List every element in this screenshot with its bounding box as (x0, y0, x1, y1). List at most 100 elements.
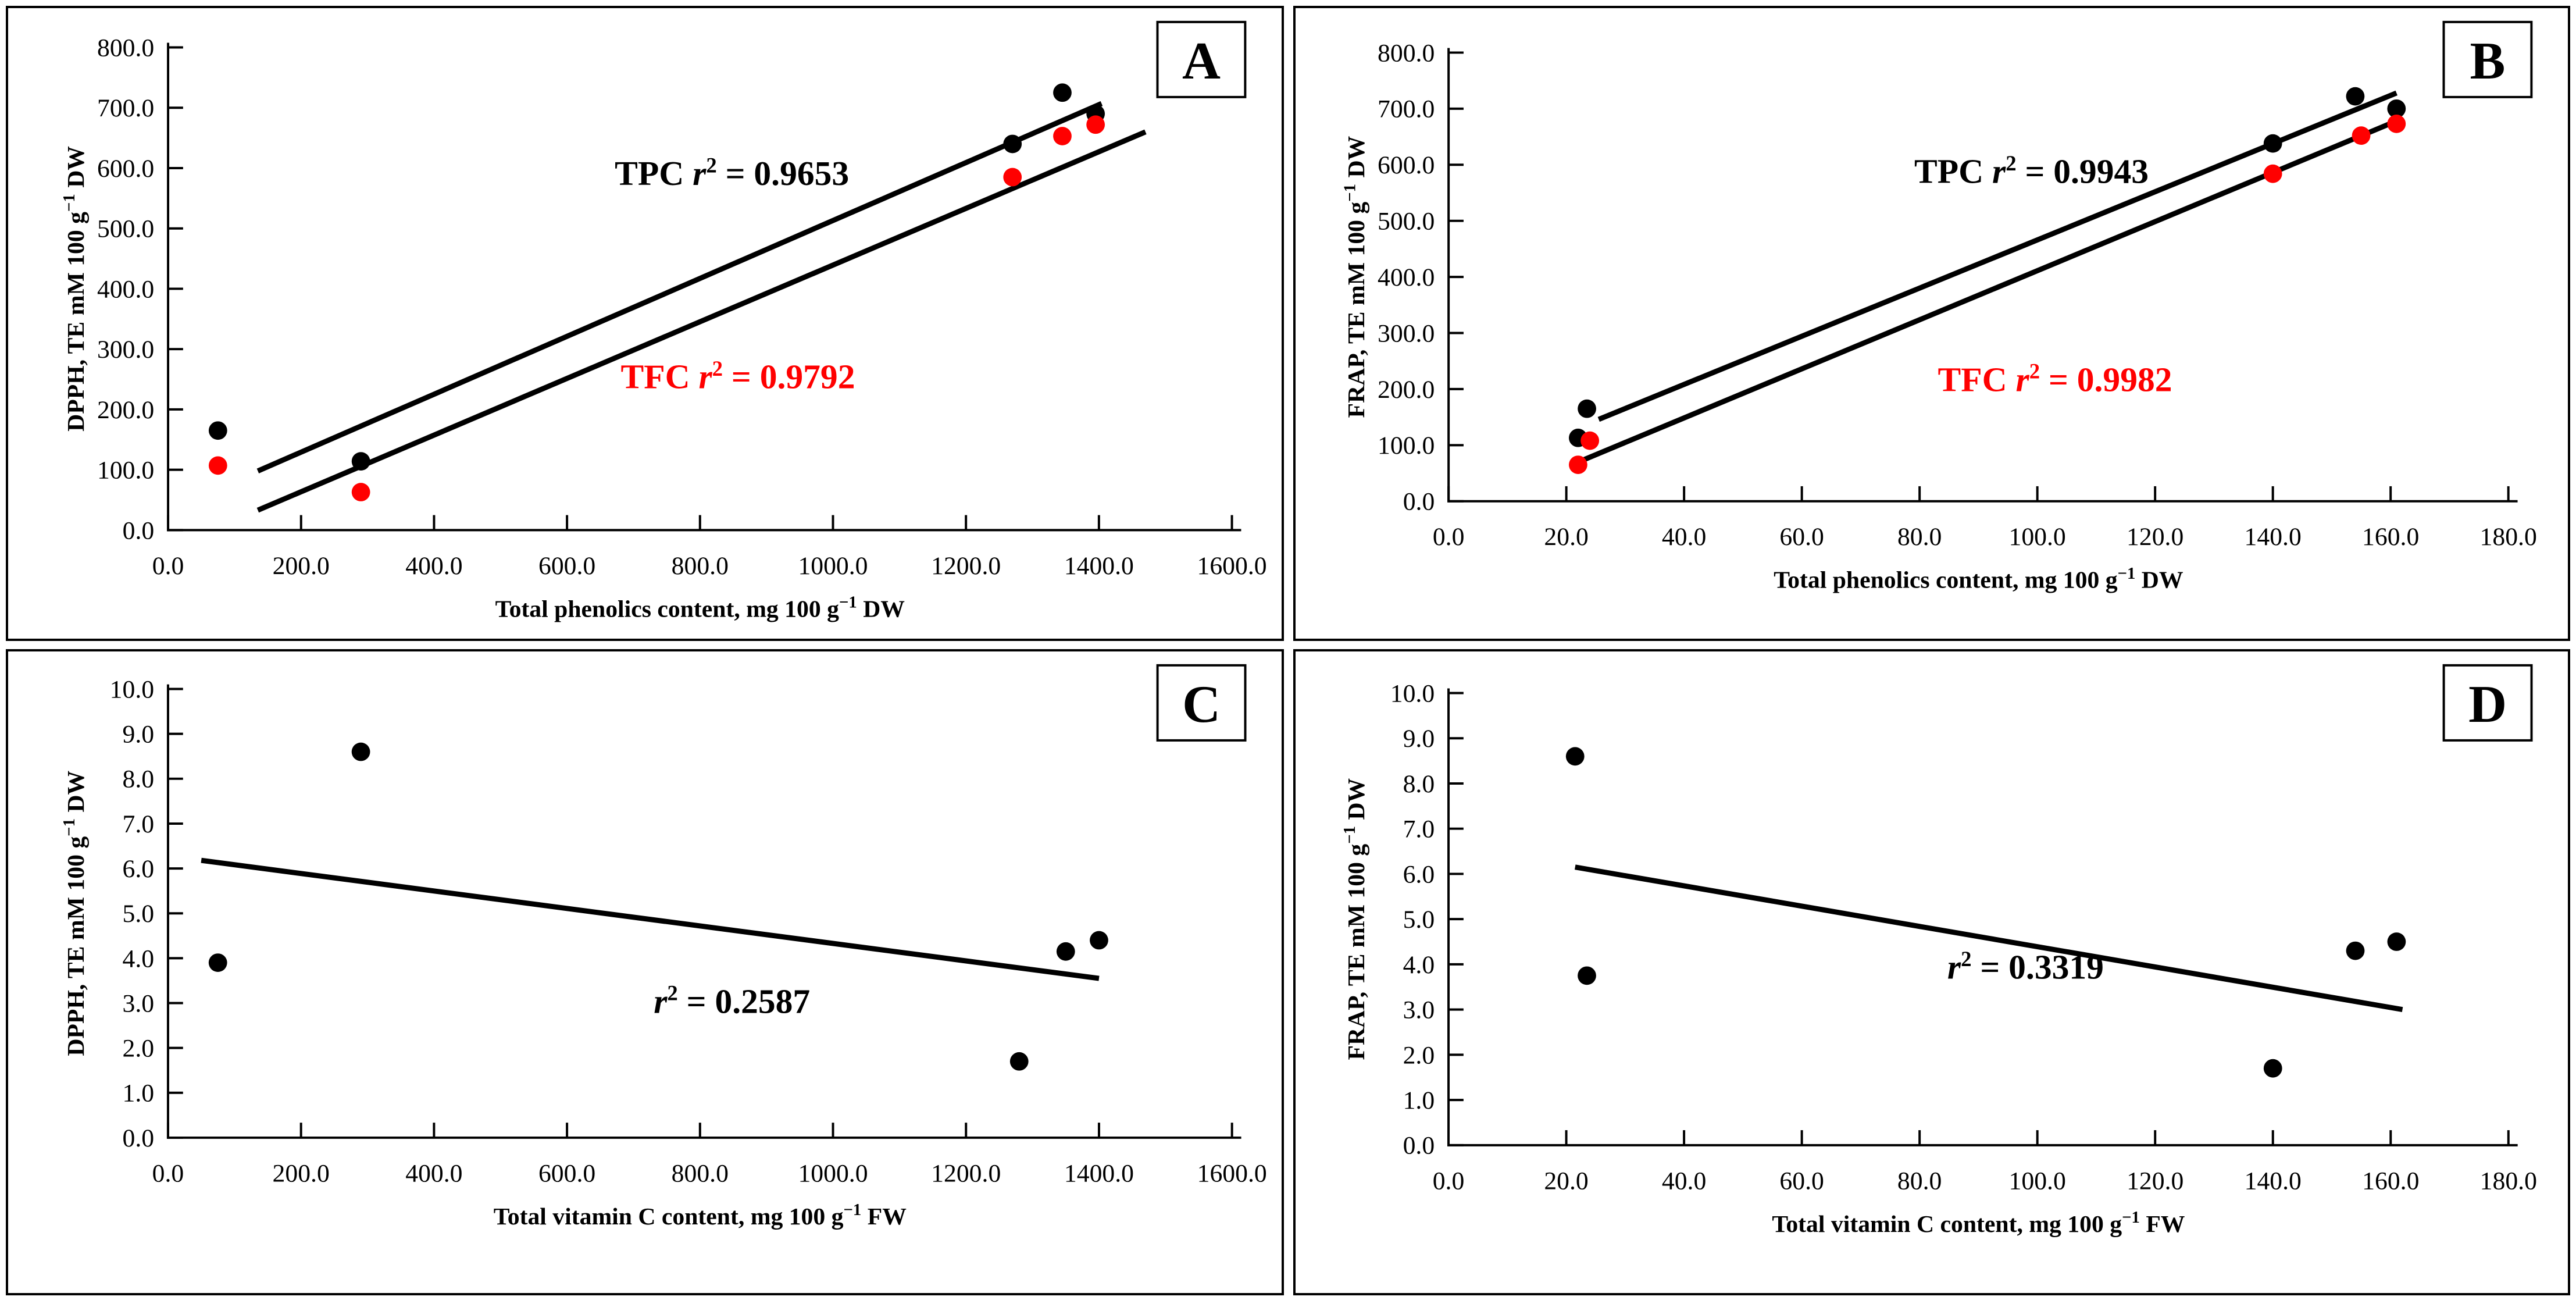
y-tick-label: 200.0 (1378, 376, 1435, 404)
panel-letter: B (2470, 31, 2505, 90)
x-tick-label: 180.0 (2480, 1167, 2537, 1195)
y-tick-label: 300.0 (97, 336, 154, 364)
data-point-dpph (1090, 931, 1108, 950)
y-tick-label: 400.0 (97, 275, 154, 303)
panel-b: 0.0 20.0 40.0 60.0 80.0 100.0 120.0 140.0 160.0 1… (1293, 6, 2570, 641)
x-tick-label: 1600.0 (1197, 1159, 1267, 1187)
y-axis-title: DPPH, TE mM 100 g−1 DW (60, 146, 90, 432)
data-point-frap (2346, 941, 2365, 960)
trendline-tfc (1580, 118, 2398, 464)
x-tick-label: 140.0 (2245, 1167, 2302, 1195)
series-frap-points (1565, 747, 2406, 1078)
x-tick-label: 20.0 (1544, 1167, 1588, 1195)
y-tick-label: 0.0 (123, 517, 155, 544)
panel-c: 0.0 200.0 400.0 600.0 800.0 1000.0 1200.0 1400.… (6, 649, 1284, 1295)
x-tick-label: 160.0 (2362, 1167, 2419, 1195)
x-tick-label: 400.0 (405, 1159, 462, 1187)
r2-annotation: TPC r2 = 0.9653 (615, 153, 849, 193)
y-tick-label: 7.0 (123, 810, 155, 838)
x-tick-label: 200.0 (273, 1159, 330, 1187)
data-point-tpc (1578, 399, 1596, 418)
data-point-frap (1565, 747, 1585, 766)
x-tick-label: 60.0 (1779, 1167, 1824, 1195)
x-tick-label: 80.0 (1897, 523, 1942, 551)
x-tick-label: 40.0 (1662, 1167, 1706, 1195)
panel-letter: D (2468, 675, 2507, 733)
x-tick-label: 1000.0 (798, 1159, 868, 1187)
r2-annotation: r2 = 0.3319 (1947, 947, 2104, 986)
y-tick-label: 1.0 (123, 1080, 155, 1107)
data-point-frap (2263, 1059, 2282, 1078)
y-tick-label: 600.0 (1378, 151, 1435, 179)
panel-letter: C (1182, 675, 1221, 733)
data-point-tpc (2263, 134, 2282, 153)
y-tick-label: 300.0 (1378, 319, 1435, 347)
x-tick-label: 800.0 (672, 552, 729, 580)
data-point-dpph (1009, 1052, 1029, 1071)
x-tick-label: 1400.0 (1064, 552, 1134, 580)
x-tick-label: 1200.0 (931, 552, 1001, 580)
series-dpph-points (208, 742, 1108, 1071)
y-tick-label: 800.0 (97, 34, 154, 62)
y-tick-label: 2.0 (1403, 1041, 1435, 1069)
data-point-tfc (2387, 114, 2406, 133)
data-point-tfc (2352, 126, 2371, 145)
r2-annotation: r2 = 0.2587 (654, 981, 810, 1021)
x-tick-label: 1000.0 (798, 552, 868, 580)
y-tick-label: 4.0 (123, 945, 155, 973)
x-tick-label: 0.0 (1433, 1167, 1465, 1195)
x-tick-label: 180.0 (2480, 523, 2537, 551)
y-tick-label: 500.0 (1378, 208, 1435, 236)
series-tpc-points (208, 83, 1105, 471)
y-tick-label: 3.0 (123, 989, 155, 1017)
y-tick-label: 4.0 (1403, 951, 1435, 979)
panel-letter: A (1182, 31, 1221, 90)
x-tick-label: 400.0 (405, 552, 462, 580)
y-axis-title: DPPH, TE mM 100 g−1 DW (60, 770, 90, 1056)
data-point-tfc (1569, 455, 1587, 474)
panel-letter-box (2442, 20, 2533, 98)
data-point-tfc (208, 456, 227, 475)
panel-d-chart: 0.0 20.0 40.0 60.0 80.0 100.0 120.0 140.0 160.0 1… (1340, 664, 2537, 1238)
data-point-tfc (351, 483, 370, 501)
y-tick-label: 8.0 (1403, 770, 1435, 798)
panel-d: 0.0 20.0 40.0 60.0 80.0 100.0 120.0 140.0 160.0 1… (1293, 649, 2570, 1295)
series-tfc-points (1569, 114, 2406, 474)
y-tick-label: 400.0 (1378, 263, 1435, 291)
trendline-tpc (256, 101, 1103, 473)
y-tick-label: 3.0 (1403, 996, 1435, 1024)
data-point-tpc (1053, 83, 1072, 102)
x-tick-label: 160.0 (2362, 523, 2419, 551)
x-tick-label: 100.0 (2009, 523, 2066, 551)
data-point-frap (1578, 966, 1596, 985)
x-tick-label: 0.0 (1433, 523, 1465, 551)
y-tick-label: 100.0 (1378, 432, 1435, 460)
panel-letter-box (2442, 664, 2533, 742)
y-tick-label: 100.0 (97, 457, 154, 485)
y-tick-label: 700.0 (1378, 95, 1435, 123)
y-tick-label: 200.0 (97, 396, 154, 424)
y-tick-label: 8.0 (123, 765, 155, 793)
x-tick-label: 140.0 (2245, 523, 2302, 551)
data-point-tpc (2346, 87, 2365, 106)
x-tick-label: 100.0 (2009, 1167, 2066, 1195)
y-axis-title: FRAP, TE mM 100 g−1 DW (1340, 136, 1370, 418)
y-tick-label: 6.0 (123, 855, 155, 883)
x-tick-label: 600.0 (538, 552, 595, 580)
x-tick-label: 40.0 (1662, 523, 1706, 551)
data-point-dpph (208, 953, 227, 972)
data-point-tpc (351, 452, 370, 471)
x-tick-label: 0.0 (152, 552, 184, 580)
x-tick-label: 200.0 (273, 552, 330, 580)
axes: 0.0 200.0 400.0 600.0 800.0 1000.0 1200.0 1400.… (110, 675, 1267, 1187)
y-tick-label: 10.0 (1390, 679, 1435, 707)
y-tick-label: 6.0 (1403, 860, 1435, 888)
y-tick-label: 800.0 (1378, 39, 1435, 67)
y-tick-label: 0.0 (1403, 1132, 1435, 1160)
x-tick-label: 120.0 (2127, 1167, 2183, 1195)
x-tick-label: 600.0 (538, 1159, 595, 1187)
x-tick-label: 120.0 (2127, 523, 2183, 551)
x-axis-title: Total vitamin C content, mg 100 g−1 FW (494, 1201, 907, 1230)
x-tick-label: 20.0 (1544, 523, 1588, 551)
x-tick-label: 1200.0 (931, 1159, 1001, 1187)
